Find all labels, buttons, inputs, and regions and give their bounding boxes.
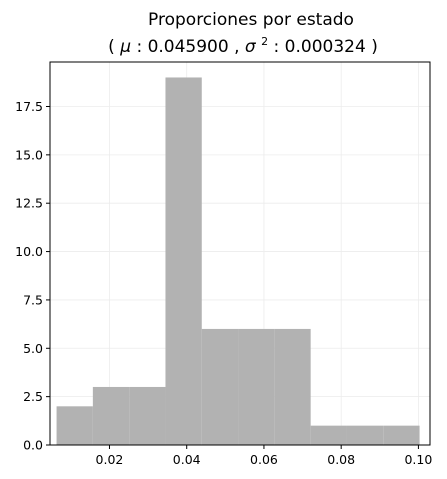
y-tick-label: 0.0: [23, 438, 43, 453]
histogram-bar: [92, 386, 130, 445]
histogram-bar: [310, 425, 347, 445]
x-tick-label: 0.02: [96, 452, 124, 467]
title-comma: ,: [234, 37, 245, 57]
title-mu-symbol: μ: [119, 37, 131, 57]
title-mu-separator: :: [136, 37, 147, 57]
title-mu-value: 0.045900: [148, 37, 229, 57]
histogram-bar: [346, 425, 384, 445]
y-tick-label: 10.0: [15, 244, 43, 259]
chart-title-line2: ( μ : 0.045900 , σ 2 : 0.000324 ): [108, 30, 378, 57]
y-tick-label: 2.5: [23, 389, 43, 404]
title-sigma-superscript: 2: [261, 35, 268, 48]
y-tick-label: 5.0: [23, 341, 43, 356]
y-tick-label: 7.5: [23, 292, 43, 307]
y-tick-label: 12.5: [15, 196, 43, 211]
chart-title-line1: Proporciones por estado: [148, 10, 354, 30]
histogram-bar: [238, 328, 275, 445]
histogram-bar: [165, 77, 202, 446]
x-tick-label: 0.04: [173, 452, 201, 467]
title-sigma-value: 0.000324: [285, 37, 366, 57]
x-tick-label: 0.10: [404, 452, 432, 467]
title-close-paren: ): [371, 37, 378, 57]
y-tick-label: 15.0: [15, 147, 43, 162]
x-axis-ticks: 0.02 0.04 0.06 0.08 0.10: [96, 445, 432, 467]
x-tick-label: 0.06: [250, 452, 278, 467]
histogram-bar: [56, 406, 93, 445]
histogram-bar: [383, 425, 420, 445]
histogram-bar: [201, 328, 239, 445]
histogram-bars: [56, 77, 420, 446]
y-axis-ticks: 0.0 2.5 5.0 7.5 10.0 12.5 15.0 17.5: [15, 99, 50, 453]
title-open-paren: (: [108, 37, 120, 57]
histogram-bar: [274, 328, 311, 445]
title-sigma-symbol: σ: [245, 37, 257, 57]
title-sigma-separator: :: [274, 37, 285, 57]
histogram-bar: [129, 386, 166, 445]
y-tick-label: 17.5: [15, 99, 43, 114]
plot-frame: [49, 61, 431, 446]
x-tick-label: 0.08: [327, 452, 355, 467]
